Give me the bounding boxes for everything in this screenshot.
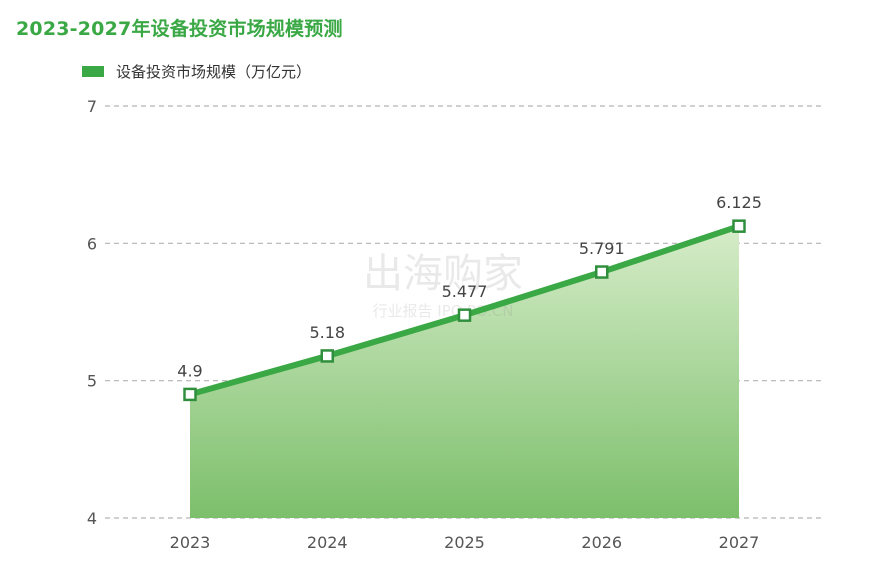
legend-swatch	[82, 66, 104, 77]
data-label: 5.18	[309, 323, 345, 342]
data-label: 4.9	[177, 361, 202, 380]
data-point	[457, 308, 472, 322]
x-tick-label: 2026	[581, 533, 622, 552]
y-tick-label: 7	[87, 97, 97, 116]
legend-label: 设备投资市场规模（万亿元）	[116, 63, 312, 81]
x-tick-label: 2023	[170, 533, 211, 552]
y-tick-label: 4	[87, 509, 97, 528]
data-point	[595, 265, 609, 279]
x-tick-label: 2027	[719, 533, 760, 552]
data-point	[320, 349, 334, 363]
legend: 设备投资市场规模（万亿元）	[82, 61, 311, 82]
y-tick-label: 5	[87, 372, 97, 391]
x-tick-label: 2025	[444, 533, 485, 552]
series-area	[190, 226, 739, 518]
watermark-main: 出海购家	[363, 251, 523, 297]
watermark-sub: 行业报告 IPO.PO.CN	[373, 302, 514, 320]
data-point	[732, 219, 746, 233]
data-label: 6.125	[716, 193, 762, 212]
data-point	[183, 387, 197, 402]
chart-title: 2023-2027年设备投资市场规模预测	[16, 18, 343, 40]
y-tick-label: 6	[87, 234, 97, 253]
data-label: 5.477	[442, 282, 488, 301]
data-label: 5.791	[579, 239, 625, 258]
x-tick-label: 2024	[307, 533, 348, 552]
